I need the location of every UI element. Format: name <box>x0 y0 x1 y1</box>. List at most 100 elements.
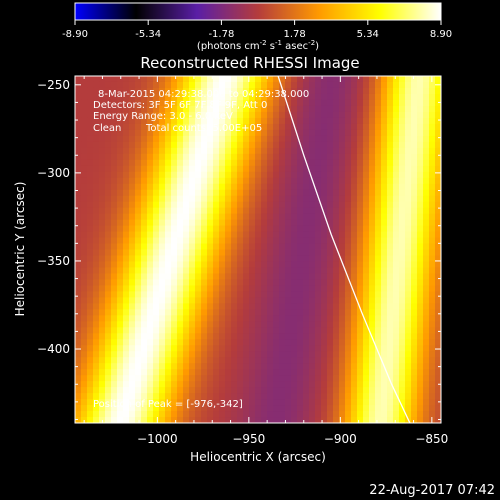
heatmap-cell <box>375 177 382 185</box>
heatmap-cell <box>345 237 352 245</box>
heatmap-cell <box>111 333 118 340</box>
heatmap-cell <box>363 327 370 334</box>
heatmap-cell <box>147 369 154 376</box>
heatmap-cell <box>141 327 148 334</box>
heatmap-cell <box>207 327 214 334</box>
heatmap-cell <box>129 417 136 423</box>
heatmap-cell <box>225 351 232 358</box>
heatmap-cell <box>375 297 382 304</box>
heatmap-cell <box>339 417 346 423</box>
heatmap-cell <box>177 363 184 370</box>
heatmap-cell <box>261 129 268 137</box>
heatmap-cell <box>225 207 232 215</box>
heatmap-cell <box>375 201 382 209</box>
heatmap-cell <box>375 279 382 286</box>
heatmap-cell <box>399 195 406 203</box>
heatmap-cell <box>339 219 346 227</box>
heatmap-cell <box>183 357 190 364</box>
heatmap-cell <box>417 237 424 245</box>
heatmap-cell <box>159 105 166 113</box>
heatmap-cell <box>417 225 424 233</box>
heatmap-cell <box>111 183 118 191</box>
heatmap-cell <box>195 177 202 185</box>
heatmap-cell <box>105 399 112 406</box>
heatmap-cell <box>117 315 124 322</box>
heatmap-cell <box>381 153 388 161</box>
heatmap-cell <box>285 237 292 245</box>
heatmap-cell <box>141 369 148 376</box>
heatmap-cell <box>351 279 358 286</box>
heatmap-cell <box>225 153 232 161</box>
heatmap-cell <box>183 393 190 400</box>
heatmap-cell <box>321 219 328 227</box>
heatmap-cell <box>147 327 154 334</box>
heatmap-cell <box>405 141 412 149</box>
heatmap-cell <box>243 105 250 113</box>
heatmap-cell <box>231 99 238 107</box>
heatmap-cell <box>171 333 178 340</box>
heatmap-cell <box>273 345 280 352</box>
heatmap-cell <box>231 315 238 322</box>
colorbar-tick-label: -5.34 <box>135 29 161 40</box>
heatmap-cell <box>243 351 250 358</box>
heatmap-cell <box>117 141 124 149</box>
heatmap-cell <box>309 363 316 370</box>
heatmap-cell <box>105 177 112 185</box>
heatmap-cell <box>273 153 280 161</box>
heatmap-cell <box>345 327 352 334</box>
heatmap-cell <box>279 363 286 370</box>
heatmap-cell <box>243 195 250 203</box>
heatmap-cell <box>237 285 244 292</box>
heatmap-cell <box>171 117 178 125</box>
heatmap-cell <box>321 105 328 113</box>
heatmap-cell <box>93 87 100 95</box>
heatmap-cell <box>375 231 382 239</box>
heatmap-cell <box>129 285 136 292</box>
heatmap-cell <box>369 207 376 215</box>
heatmap-cell <box>99 261 106 269</box>
heatmap-cell <box>249 153 256 161</box>
heatmap-cell <box>75 237 82 245</box>
heatmap-cell <box>177 93 184 101</box>
heatmap-cell <box>111 399 118 406</box>
heatmap-cell <box>165 76 172 83</box>
energy-range-text: Energy Range: 3.0 - 6.0 keV <box>93 111 233 122</box>
heatmap-cell <box>321 195 328 203</box>
heatmap-cell <box>123 165 130 173</box>
heatmap-cell <box>357 135 364 143</box>
heatmap-cell <box>81 213 88 221</box>
heatmap-cell <box>201 393 208 400</box>
heatmap-cell <box>363 177 370 185</box>
heatmap-cell <box>219 231 226 239</box>
heatmap-cell <box>219 411 226 418</box>
heatmap-cell <box>147 153 154 161</box>
heatmap-cell <box>273 99 280 107</box>
heatmap-cell <box>303 333 310 340</box>
heatmap-cell <box>279 369 286 376</box>
heatmap-cell <box>249 381 256 388</box>
info-annotations: 8-Mar-2015 04:29:38.000 to 04:29:38.000 … <box>93 89 309 410</box>
heatmap-cell <box>111 111 118 119</box>
heatmap-cell <box>345 411 352 418</box>
heatmap-cell <box>153 333 160 340</box>
heatmap-cell <box>303 279 310 286</box>
heatmap-cell <box>189 243 196 251</box>
heatmap-cell <box>219 381 226 388</box>
heatmap-cell <box>261 111 268 119</box>
heatmap-cell <box>381 135 388 143</box>
heatmap-cell <box>249 375 256 382</box>
heatmap-cell <box>237 201 244 209</box>
heatmap-cell <box>111 381 118 388</box>
heatmap-cell <box>87 291 94 298</box>
heatmap-cell <box>219 339 226 346</box>
heatmap-cell <box>99 327 106 334</box>
heatmap-cell <box>303 213 310 221</box>
heatmap-cell <box>81 351 88 358</box>
heatmap-cell <box>201 255 208 263</box>
heatmap-cell <box>183 291 190 298</box>
heatmap-cell <box>381 183 388 191</box>
heatmap-cell <box>411 261 418 269</box>
heatmap-cell <box>195 267 202 275</box>
heatmap-cell <box>261 159 268 167</box>
heatmap-cell <box>363 189 370 197</box>
